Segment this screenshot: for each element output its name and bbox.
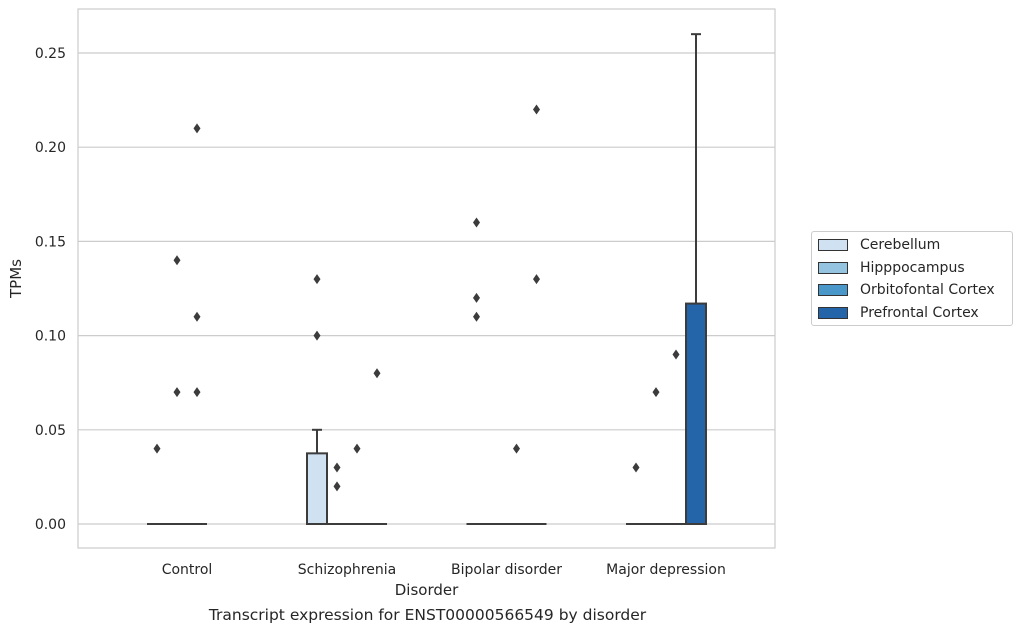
legend-swatch (818, 284, 848, 296)
outlier-point (533, 104, 540, 115)
outlier-point (473, 217, 480, 228)
x-tick-label: Major depression (606, 562, 726, 578)
outlier-point (513, 443, 520, 454)
legend-label: Hipppocampus (860, 259, 965, 276)
outlier-point (473, 292, 480, 303)
legend-item: Hipppocampus (818, 258, 965, 278)
outlier-point (193, 387, 201, 398)
x-tick-label: Schizophrenia (298, 562, 396, 578)
outlier-point (313, 274, 321, 285)
outlier-point (333, 481, 341, 492)
plot-frame (77, 8, 776, 549)
outlier-point (193, 123, 201, 134)
y-axis-label: TPMs (7, 259, 25, 299)
legend: Cerebellum Hipppocampus Orbitofontal Corte… (811, 231, 1013, 326)
legend-swatch (818, 239, 848, 251)
outlier-point (672, 349, 680, 360)
outlier-point (632, 462, 640, 473)
x-axis-label: Disorder (395, 581, 459, 599)
x-tick-label: Bipolar disorder (451, 562, 562, 578)
legend-label: Cerebellum (860, 237, 941, 253)
outlier-point (533, 274, 540, 285)
outlier-points (153, 104, 680, 492)
outlier-point (173, 255, 181, 266)
legend-label: Orbitofontal Cortex (860, 282, 995, 298)
legend-label: Prefrontal Cortex (860, 304, 979, 321)
x-tick-label: Control (162, 562, 213, 578)
outlier-point (373, 368, 381, 379)
y-tick-labels: 0.00 0.05 0.10 0.15 0.20 0.25 (35, 46, 66, 533)
outlier-point (313, 330, 321, 341)
legend-swatch (818, 306, 848, 319)
grid-lines (78, 52, 775, 525)
outlier-point (652, 387, 660, 398)
y-tick-label: 0.00 (35, 517, 66, 533)
legend-item: Orbitofontal Cortex (818, 280, 995, 300)
legend-item: Cerebellum (818, 235, 940, 255)
legend-item: Prefrontal Cortex (818, 303, 979, 323)
boxes (147, 33, 707, 526)
y-tick-label: 0.25 (35, 46, 66, 62)
box-body (685, 302, 707, 525)
chart-title: Transcript expression for ENST0000056654… (208, 606, 647, 624)
box-0-1 (306, 428, 328, 526)
outlier-point (193, 311, 201, 322)
outlier-point (153, 443, 161, 454)
outlier-point (333, 462, 341, 473)
x-tick-labels: Control Schizophrenia Bipolar disorder Majo… (162, 562, 726, 578)
y-tick-label: 0.15 (35, 234, 66, 250)
legend-swatch (818, 261, 848, 274)
box-3-3 (685, 33, 707, 525)
outlier-point (173, 387, 181, 398)
outlier-point (353, 443, 361, 454)
y-tick-label: 0.10 (35, 329, 66, 345)
y-tick-label: 0.20 (35, 140, 66, 156)
outlier-point (473, 311, 480, 322)
y-tick-label: 0.05 (35, 423, 66, 439)
box-body (306, 452, 328, 526)
